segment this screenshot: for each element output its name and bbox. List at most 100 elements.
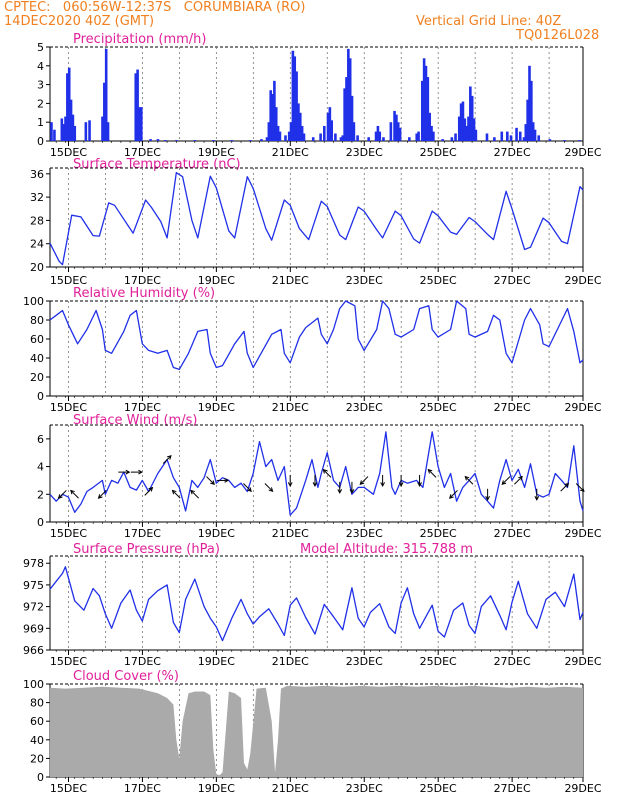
wind-arrow-shaft xyxy=(98,490,107,499)
cloud-area xyxy=(49,685,583,777)
precip-bar xyxy=(326,112,330,141)
precip-bar xyxy=(334,133,337,141)
wind-arrow-head xyxy=(349,489,355,494)
wind-arrow-head xyxy=(337,489,343,494)
precip-bar xyxy=(278,131,282,141)
precip-bar xyxy=(374,131,378,141)
precip-bar xyxy=(537,135,541,141)
precip-bar xyxy=(298,112,302,141)
precip-bar xyxy=(73,125,77,141)
wind-arrow xyxy=(417,474,422,487)
precip-bar xyxy=(62,124,65,141)
wind-arrow-head xyxy=(485,496,490,501)
precip-bar xyxy=(578,140,581,141)
temp-date-label: 15DEC xyxy=(50,274,87,287)
wind-arrow-head xyxy=(564,482,570,488)
temp-y-tick-label: 28 xyxy=(30,214,44,227)
cloud-y-tick-label: 100 xyxy=(23,678,44,691)
precip-bar xyxy=(389,122,393,141)
precip-bar xyxy=(367,137,370,141)
precip-bar xyxy=(420,80,424,141)
wind-arrow-shaft xyxy=(501,476,511,485)
wind-panel: Surface Wind (m/s) 0 2 4 6 15DEC 17DEC 19DEC 21D… xyxy=(37,413,602,540)
precip-bar xyxy=(149,139,152,141)
temp-y-tick-label: 24 xyxy=(30,238,44,251)
wind-y-tick-label: 0 xyxy=(37,516,44,529)
pressure-date-label: 15DEC xyxy=(50,655,87,668)
precip-bar xyxy=(518,131,522,141)
cloud-y-tick-label: 20 xyxy=(30,752,44,765)
rh-date-label: 25DEC xyxy=(420,401,457,414)
temp-date-label: 17DEC xyxy=(124,274,161,287)
precip-bar xyxy=(467,116,470,141)
wind-arrow xyxy=(312,474,318,487)
wind-arrow-shaft xyxy=(172,490,181,499)
precip-bar xyxy=(230,140,234,141)
precip-bar xyxy=(356,135,359,141)
rh-y-tick-label: 20 xyxy=(30,371,44,384)
precip-bar xyxy=(350,95,354,141)
wind-date-label: 15DEC xyxy=(50,527,87,540)
wind-arrow-shaft xyxy=(322,469,332,478)
precip-bar xyxy=(441,139,444,141)
pressure-y-tick-label: 966 xyxy=(23,644,44,657)
wind-arrow-head xyxy=(398,482,404,487)
wind-arrow-shaft xyxy=(144,487,153,496)
rh-date-label: 17DEC xyxy=(124,401,161,414)
precip-bar xyxy=(50,122,53,141)
precip-bar xyxy=(69,99,73,141)
rh-y-tick-label: 0 xyxy=(37,390,44,403)
wind-arrow-shaft xyxy=(560,483,569,492)
wind-arrow xyxy=(349,481,355,494)
precip-bar xyxy=(134,73,138,141)
precip-bar xyxy=(339,137,343,141)
wind-date-label: 17DEC xyxy=(124,527,161,540)
precip-bar xyxy=(265,137,269,141)
wind-arrow-shaft xyxy=(449,490,458,499)
pressure-y-tick-label: 975 xyxy=(23,579,44,592)
precip-bar xyxy=(67,67,71,141)
precip-bar xyxy=(430,125,433,141)
precip-bar xyxy=(84,122,88,141)
wind-date-label: 19DEC xyxy=(198,527,235,540)
precip-bar xyxy=(485,133,489,141)
wind-arrow-head xyxy=(322,468,328,474)
precip-date-label: 23DEC xyxy=(346,146,383,159)
pressure-date-label: 29DEC xyxy=(564,655,601,668)
pressure-date-label: 17DEC xyxy=(124,655,161,668)
precip-bar xyxy=(352,122,356,141)
precip-date-label: 21DEC xyxy=(272,146,309,159)
wind-y-tick-label: 2 xyxy=(37,488,44,501)
precip-y-tick-label: 2 xyxy=(37,97,44,110)
precip-bar xyxy=(287,131,291,141)
precip-bar xyxy=(415,133,419,141)
wind-arrow xyxy=(97,490,107,499)
precip-bar xyxy=(291,50,295,142)
precip-y-tick-label: 0 xyxy=(37,135,44,148)
wind-arrow xyxy=(427,468,437,478)
precip-date-label: 25DEC xyxy=(420,146,457,159)
precip-bar xyxy=(454,133,457,141)
cloud-title: Cloud Cover (%) xyxy=(73,669,179,684)
header-station: CPTEC: 060:56W-12:37S CORUMBIARA (RO) xyxy=(4,0,306,15)
precip-bar xyxy=(60,118,64,141)
cloud-date-label: 19DEC xyxy=(198,782,235,795)
precip-date-label: 19DEC xyxy=(198,146,235,159)
cloud-date-label: 23DEC xyxy=(346,782,383,795)
precip-bar xyxy=(249,140,252,141)
precip-bar xyxy=(378,131,382,141)
wind-arrow-head xyxy=(97,494,103,499)
precip-bar xyxy=(106,122,110,141)
precip-date-label: 15DEC xyxy=(50,146,87,159)
precip-bar xyxy=(563,140,566,141)
precip-y-tick-label: 5 xyxy=(37,41,44,54)
precip-bar xyxy=(530,80,533,141)
pressure-annotation: Model Altitude: 315.788 m xyxy=(300,542,473,557)
precip-bar xyxy=(276,125,280,141)
precip-bar xyxy=(271,94,274,141)
wind-arrow-head xyxy=(57,494,63,499)
precip-bar xyxy=(311,137,315,141)
wind-arrow-head xyxy=(125,469,131,475)
rh-date-label: 19DEC xyxy=(198,401,235,414)
